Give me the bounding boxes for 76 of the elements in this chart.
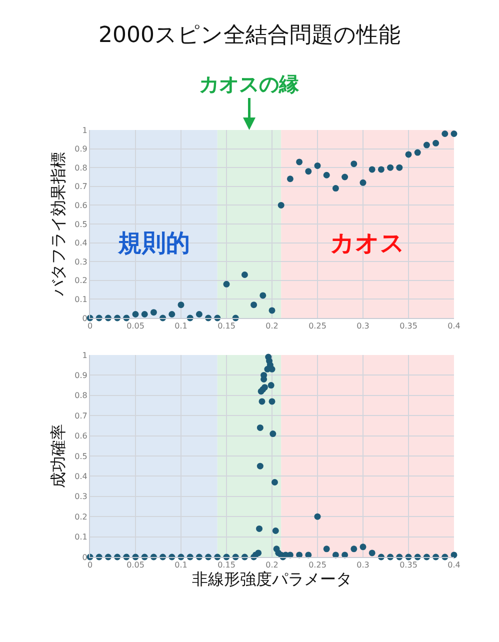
y-tick-label: 0.7 [74, 182, 88, 192]
point [450, 130, 458, 138]
y-tick-label: 0.6 [74, 201, 88, 210]
band-label: カオスの縁 [199, 72, 300, 96]
y-tick-label: 0.7 [74, 411, 88, 420]
point [168, 310, 176, 318]
point [178, 302, 184, 308]
y-tick-label: 0.2 [74, 512, 88, 522]
point [378, 166, 384, 173]
x-tick-label: 0.35 [400, 322, 418, 331]
y-axis-title: バタフライ効果指標 [48, 152, 68, 297]
band-label: カオス [330, 229, 405, 257]
y-tick-label: 0.5 [74, 452, 88, 461]
point [387, 164, 394, 171]
x-tick-label: 0.2 [266, 322, 278, 331]
point [305, 168, 312, 175]
y-tick-label: 0.4 [74, 472, 88, 481]
point [396, 164, 403, 171]
point [241, 272, 248, 278]
band-label: 規則的 [117, 229, 190, 257]
x-tick-label: 0.1 [174, 322, 188, 331]
y-tick-label: 0.8 [74, 163, 88, 172]
point [141, 310, 148, 318]
point [260, 292, 266, 299]
point [286, 176, 294, 182]
x-tick-label: 0.2 [266, 560, 278, 570]
point [132, 310, 139, 318]
chart-title: 2000スピン全結合問題の性能 [98, 22, 400, 48]
y-tick-label: 0.9 [74, 144, 88, 154]
y-tick-label: 0.6 [74, 432, 88, 441]
point [150, 309, 157, 316]
point [250, 302, 258, 308]
y-tick-label: 0.1 [74, 532, 88, 542]
y-tick-label: 0.8 [74, 391, 88, 400]
point [342, 174, 348, 180]
y-tick-label: 0.2 [74, 276, 88, 286]
y-tick-label: 0.5 [74, 220, 88, 229]
y-tick-label: 0.1 [74, 295, 88, 304]
x-axis-title: 非線形強度パラメータ [192, 570, 352, 589]
point [414, 149, 421, 156]
point [196, 310, 202, 318]
x-tick-label: 0.4 [448, 322, 460, 331]
x-tick-label: 0.25 [308, 560, 326, 570]
x-tick-label: 0.1 [174, 560, 188, 570]
point [314, 162, 321, 169]
x-tick-label: 0.25 [308, 322, 326, 331]
x-tick-label: 0.15 [218, 560, 236, 570]
y-tick-label: 1 [82, 126, 88, 135]
y-axis-title: 成功確率 [48, 424, 68, 488]
point [323, 172, 330, 178]
x-tick-label: 0.15 [218, 322, 236, 331]
x-tick-label: 0.35 [400, 560, 418, 570]
y-tick-label: 0.9 [74, 371, 88, 380]
y-tick-label: 0.3 [74, 492, 88, 502]
point [423, 142, 430, 148]
x-tick-label: 0.4 [448, 560, 460, 570]
point [332, 185, 339, 192]
x-tick-label: 0.3 [356, 322, 370, 331]
y-tick-label: 0 [82, 552, 88, 562]
point [442, 130, 448, 138]
x-tick-label: 0.3 [356, 560, 370, 570]
point [368, 166, 376, 173]
y-tick-label: 0.3 [74, 257, 88, 266]
x-tick-label: 0.05 [126, 560, 144, 570]
y-tick-label: 0.4 [74, 238, 88, 248]
x-tick-label: 0.05 [126, 322, 144, 331]
y-tick-label: 1 [82, 350, 88, 360]
point [405, 151, 412, 158]
point [350, 160, 358, 168]
point [360, 179, 366, 186]
point [223, 280, 230, 288]
point [296, 158, 303, 166]
y-tick-label: 0 [82, 314, 88, 323]
point [268, 307, 276, 314]
point [432, 140, 440, 146]
point [278, 202, 284, 208]
